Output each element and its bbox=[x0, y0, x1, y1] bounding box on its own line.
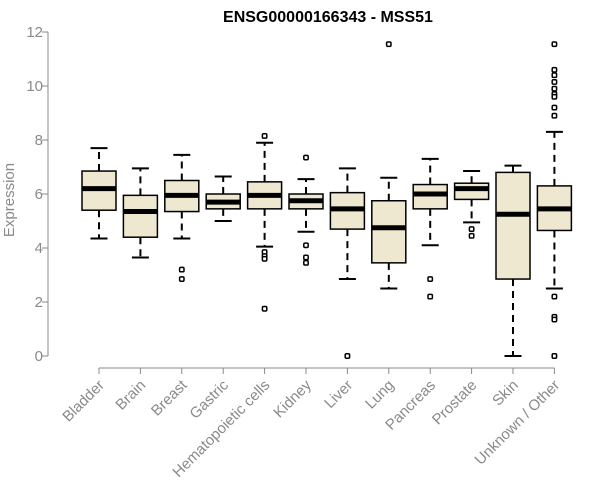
outlier-point bbox=[427, 293, 434, 300]
y-tick-label: 6 bbox=[35, 186, 43, 203]
outlier-point bbox=[468, 226, 475, 233]
outlier-point bbox=[551, 293, 558, 300]
outlier-point bbox=[261, 133, 268, 139]
x-tick-label: Liver bbox=[321, 377, 356, 412]
chart-title: ENSG00000166343 - MSS51 bbox=[223, 9, 433, 26]
box-lung bbox=[371, 41, 407, 290]
outlier-point bbox=[551, 112, 558, 119]
outlier-point bbox=[551, 79, 558, 85]
y-tick-label: 10 bbox=[26, 78, 43, 95]
x-tick-label: Breast bbox=[148, 376, 191, 419]
outlier-point bbox=[261, 305, 268, 312]
box-kidney bbox=[288, 154, 324, 266]
y-tick-label: 4 bbox=[35, 240, 43, 257]
outlier-point bbox=[551, 316, 558, 323]
y-axis: 0 2 4 6 8 10 12 bbox=[26, 24, 49, 365]
iqr-box bbox=[371, 200, 407, 264]
outlier-point bbox=[551, 85, 558, 92]
box-gastric bbox=[205, 175, 241, 222]
y-tick-label: 8 bbox=[35, 132, 43, 149]
box-breast bbox=[164, 153, 200, 283]
y-tick-label: 2 bbox=[35, 294, 43, 311]
x-tick-label: Brain bbox=[112, 377, 149, 414]
box-unknown-other bbox=[536, 41, 573, 359]
y-axis-label: Expression bbox=[1, 163, 18, 237]
iqr-box bbox=[495, 171, 531, 280]
x-tick-label: Prostate bbox=[429, 377, 481, 429]
box-hematopoietic-cells bbox=[246, 133, 283, 312]
iqr-box bbox=[412, 183, 448, 210]
outlier-point bbox=[303, 154, 309, 161]
outlier-point bbox=[303, 259, 309, 266]
x-tick-label: Skin bbox=[489, 377, 522, 410]
y-tick-label: 12 bbox=[26, 24, 43, 41]
x-tick-label: Kidney bbox=[270, 376, 315, 421]
outlier-point bbox=[178, 276, 185, 283]
outlier-point bbox=[385, 41, 392, 48]
outlier-point bbox=[178, 266, 185, 273]
outlier-point bbox=[468, 232, 475, 239]
x-tick-label: Bladder bbox=[59, 377, 108, 426]
x-tick-label: Lung bbox=[362, 377, 398, 413]
outlier-point bbox=[551, 66, 558, 73]
outlier-point bbox=[427, 276, 434, 283]
outlier-point bbox=[551, 72, 558, 79]
outlier-point bbox=[551, 93, 558, 100]
box-liver bbox=[329, 167, 366, 359]
outlier-point bbox=[261, 255, 268, 262]
box-skin bbox=[495, 164, 531, 357]
boxes-group bbox=[81, 41, 573, 359]
outlier-point bbox=[303, 254, 309, 261]
outlier-point bbox=[551, 353, 558, 359]
y-tick-label: 0 bbox=[35, 348, 43, 365]
outlier-point bbox=[344, 353, 351, 359]
box-pancreas bbox=[412, 157, 448, 300]
outlier-point bbox=[551, 104, 558, 111]
box-prostate bbox=[453, 170, 490, 239]
iqr-box bbox=[453, 182, 490, 201]
iqr-box bbox=[122, 194, 159, 238]
box-brain bbox=[122, 167, 159, 259]
outlier-point bbox=[551, 41, 558, 48]
outlier-point bbox=[303, 242, 309, 249]
box-bladder bbox=[81, 147, 117, 240]
